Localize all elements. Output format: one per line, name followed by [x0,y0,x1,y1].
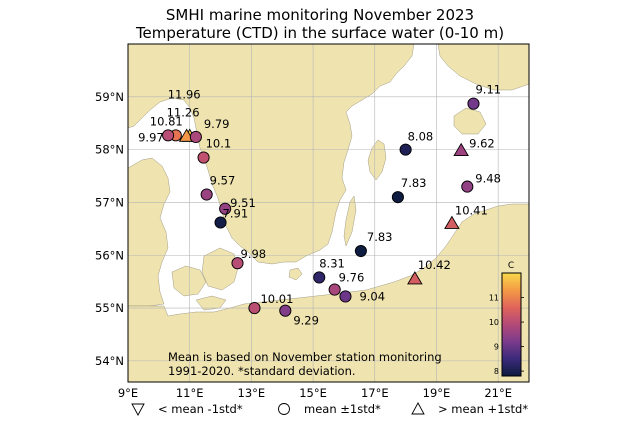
finland-land [437,44,529,91]
colorbar-label: C [508,261,514,271]
station-marker-circle [313,271,326,284]
station-value-label: 7.83 [401,176,427,190]
scandinavia-land [128,44,415,265]
lat-tick-label: 58°N [95,143,124,157]
land-layer [128,44,529,382]
lon-tick-label: 21°E [484,386,512,400]
station-value-label: 11.96 [168,87,201,101]
legend-circle-icon [278,403,290,415]
station-value-label: 9.97 [138,130,164,144]
longitude-tick-labels: 9°E 11°E 13°E 15°E 17°E 19°E 21°E [118,386,512,400]
lat-tick-label: 59°N [95,90,124,104]
station-marker-circle [248,302,261,315]
station-marker-circle [461,180,474,193]
station-marker-circle [399,143,412,156]
station-value-label: 10.01 [260,292,293,306]
station-value-label: 9.98 [241,247,267,261]
note-line-2: 1991-2020. *standard deviation. [168,364,356,378]
legend-label: mean ±1std* [304,402,381,416]
gotland-land [367,139,387,181]
colorbar-tick-label: 9 [494,343,499,352]
station-marker-circle [328,283,341,296]
station-marker-circle [214,216,227,229]
station-value-label: 8.08 [408,130,434,144]
map-subtitle: Temperature (CTD) in the surface water (… [135,24,505,42]
saaremaa-land [453,107,487,135]
lat-tick-label: 55°N [95,301,124,315]
station-value-label: 10.1 [206,137,232,151]
station-value-label: 10.81 [150,114,183,128]
station-marker-circle [354,244,367,258]
legend-triangle-down-icon [131,403,145,416]
lat-tick-label: 54°N [95,354,124,368]
lat-tick-label: 56°N [95,248,124,262]
colorbar-tick-label: 8 [494,367,499,376]
colorbar-tick-label: 11 [489,294,499,303]
legend-label: > mean +1std* [438,402,528,416]
station-marker-circle [197,151,210,164]
station-value-label: 9.76 [339,271,365,285]
station-value-label: 9.11 [475,83,501,97]
station-value-label: 10.42 [418,258,451,272]
colorbar-ticks: 8 9 10 11 [489,294,524,376]
station-marker-triangle-up [444,215,460,229]
station-marker-circle [189,130,202,143]
lon-tick-label: 13°E [238,386,266,400]
map-title: SMHI marine monitoring November 2023 [165,6,475,24]
station-value-label: 9.79 [204,117,230,131]
colorbar-tick-label: 10 [489,318,499,327]
station-value-label: 8.31 [319,256,345,270]
lat-tick-label: 57°N [95,195,124,209]
legend-triangle-up-icon [411,402,425,415]
funen-land [171,265,207,297]
station-value-label: 11.26 [167,105,200,119]
station-marker-circle [339,290,352,303]
colorbar-gradient [501,272,522,377]
bornholm-land [288,267,303,281]
station-marker-circle [467,97,480,110]
marker-legend: < mean -1std* mean ±1std* > mean +1std* [131,402,528,416]
station-marker-circle [219,202,232,215]
latitude-tick-labels: 59°N 58°N 57°N 56°N 55°N 54°N [95,90,124,368]
station-marker-circle [391,191,404,204]
lon-tick-label: 9°E [118,386,138,400]
map-frame [127,43,530,383]
lon-tick-label: 15°E [299,386,327,400]
lon-tick-label: 11°E [176,386,204,400]
oland-land [343,195,357,247]
lon-tick-label: 17°E [361,386,389,400]
station-value-label: 9.57 [210,174,236,188]
station-value-label: 7.83 [367,230,393,244]
jutland-land [128,157,171,307]
station-value-label: 9.48 [475,172,501,186]
station-value-label: 7.91 [223,207,249,221]
lon-tick-label: 19°E [423,386,451,400]
station-value-label: 10.41 [455,204,488,218]
station-value-label: 9.04 [359,289,385,303]
station-value-label: 9.51 [230,196,256,210]
legend-label: < mean -1std* [158,402,243,416]
station-marker-circle [279,304,292,317]
note-line-1: Mean is based on November station monito… [168,350,442,364]
station-value-label: 9.29 [293,314,319,328]
station-marker-circle [200,188,213,201]
station-marker-triangle-up [453,142,469,157]
station-marker-circle [162,129,175,142]
station-marker-circle [231,257,244,270]
station-marker-triangle-up [407,271,423,285]
zealand-land [201,247,239,291]
station-value-label: 9.62 [469,137,495,151]
colorbar: C 8 9 10 11 [489,261,524,377]
